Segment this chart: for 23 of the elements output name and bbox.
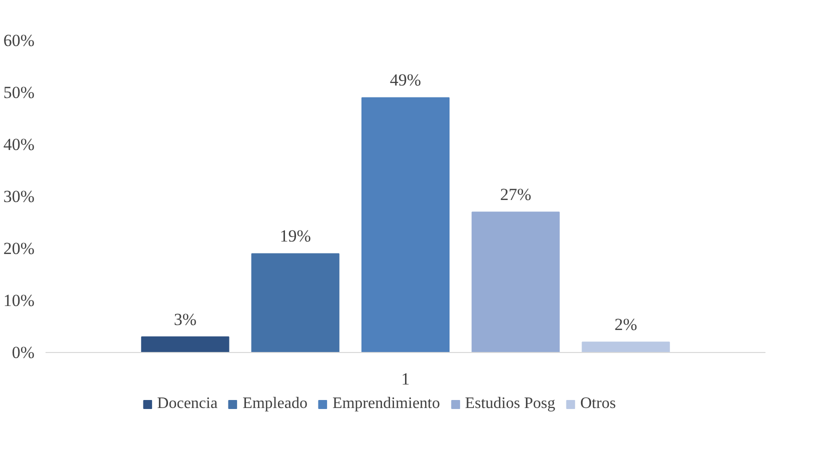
y-tick-label: 50% <box>3 83 35 102</box>
bar <box>472 212 560 352</box>
x-tick-label: 1 <box>401 370 410 388</box>
bar <box>251 253 340 352</box>
text: 27% <box>500 185 532 204</box>
bar <box>361 97 450 352</box>
legend-label: Empleado <box>242 395 308 413</box>
legend-label: Otros <box>580 395 616 413</box>
y-tick-label: 40% <box>3 135 35 154</box>
legend-label: Docencia <box>157 395 218 413</box>
y-tick-label: 10% <box>3 291 35 310</box>
legend-label: Emprendimiento <box>332 395 440 413</box>
text: 49% <box>390 70 422 90</box>
bar <box>582 342 670 352</box>
bar <box>141 336 230 352</box>
y-tick-label: 30% <box>3 187 35 206</box>
y-tick-label: 0% <box>12 343 35 362</box>
text: 3% <box>174 310 197 329</box>
legend-label: Estudios Posg <box>464 395 556 413</box>
text: 19% <box>280 226 311 246</box>
text: 2% <box>614 315 638 334</box>
y-tick-label: 20% <box>3 239 35 258</box>
y-tick-label: 60% <box>3 31 35 50</box>
